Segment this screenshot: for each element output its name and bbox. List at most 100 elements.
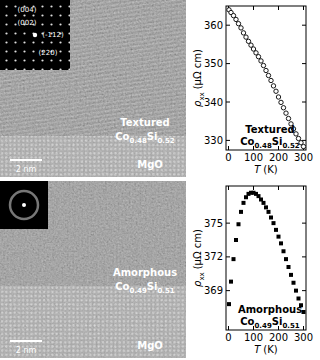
point [237, 222, 241, 226]
fft-center [33, 33, 37, 37]
point [256, 54, 260, 58]
element: Si [147, 281, 158, 292]
unit: (μΩ cm) [192, 49, 203, 89]
substrate-label: MgO [137, 340, 163, 351]
x-axis-label: T(K) [254, 164, 278, 175]
fft-center [22, 203, 26, 207]
unit: (μΩ cm) [192, 229, 203, 269]
point [239, 210, 243, 214]
x-tick [303, 326, 304, 330]
reset: ​ [299, 324, 300, 325]
fft-label: (002) [18, 19, 37, 27]
point [234, 17, 238, 21]
y-tick [302, 25, 306, 26]
element: Si [272, 136, 283, 147]
point [271, 84, 275, 88]
point [267, 210, 271, 214]
y-tick [302, 256, 306, 257]
point [264, 205, 268, 209]
substrate-noise [0, 286, 186, 358]
y-tick [226, 290, 230, 291]
unit: (K) [263, 164, 277, 175]
point [259, 59, 263, 63]
formula: Co0.49​Si0.51​ [115, 281, 175, 295]
point [262, 201, 266, 205]
y-tick-label: 340 [204, 97, 223, 108]
fft-label: (220) [39, 49, 58, 57]
reset: ​ [299, 144, 300, 145]
point [297, 297, 301, 301]
element: Co [240, 136, 254, 147]
y-axis-label: ρxx(μΩ cm) [192, 49, 206, 107]
x-tick [278, 186, 279, 190]
point [234, 238, 238, 242]
element: Si [272, 316, 283, 327]
y-tick [226, 25, 230, 26]
scale-bar-label: 2 nm [16, 165, 37, 174]
y-tick [302, 102, 306, 103]
fraction: 0.52 [157, 137, 174, 145]
y-tick-label: 375 [204, 218, 223, 229]
data-points [227, 8, 306, 149]
x-tick [303, 6, 304, 10]
point [229, 280, 233, 284]
element: Co [115, 281, 129, 292]
x-axis-label: T(K) [254, 344, 278, 355]
fraction: 0.51 [157, 287, 174, 295]
y-tick [226, 102, 230, 103]
film-region [0, 0, 186, 136]
point [286, 116, 290, 120]
point [239, 26, 243, 30]
point [274, 89, 278, 93]
x-tick [228, 146, 229, 150]
subscript: xx [198, 272, 206, 280]
y-tick [226, 223, 230, 224]
point [274, 228, 278, 232]
y-tick-label: 372 [204, 251, 223, 262]
formula: Co0.48​Si0.52​ [240, 136, 300, 150]
point [282, 249, 286, 253]
fraction: 0.51 [282, 322, 299, 330]
point [236, 21, 240, 25]
point [284, 257, 288, 261]
film-label: Textured [120, 117, 170, 128]
reset: ​ [174, 139, 175, 140]
plot-frame [226, 6, 306, 150]
annotation: Amorphous [238, 304, 302, 315]
fraction: 0.49 [130, 287, 147, 295]
y-tick-label: 369 [204, 285, 223, 296]
tem-panel: AmorphousCo0.49​Si0.51​MgO2 nm [0, 181, 186, 358]
unit: (K) [263, 344, 277, 355]
point [279, 241, 283, 245]
point [241, 31, 245, 35]
point [269, 216, 273, 220]
point [261, 63, 265, 67]
point [269, 78, 273, 82]
point [287, 265, 291, 269]
symbol: T [254, 344, 261, 355]
x-tick-label: 0 [225, 332, 231, 343]
y-tick [302, 63, 306, 64]
formula: Co0.49​Si0.51​ [240, 316, 300, 330]
symbol: T [254, 164, 261, 175]
x-tick [253, 6, 254, 10]
film-region [0, 181, 186, 286]
x-tick [303, 186, 304, 190]
element: Si [147, 131, 158, 142]
reset: ​ [174, 289, 175, 290]
fraction: 0.52 [282, 142, 299, 150]
fft-inset [0, 0, 70, 70]
scale-bar [10, 159, 42, 161]
x-tick-label: 0 [225, 152, 231, 163]
x-tick-label: 300 [294, 332, 313, 343]
y-tick-label: 330 [204, 135, 223, 146]
film-noise [0, 0, 186, 136]
data-points [227, 191, 306, 314]
x-tick-label: 300 [294, 152, 313, 163]
scale-bar-label: 2 nm [16, 346, 37, 355]
fft-label: (004) [18, 6, 37, 14]
y-axis-label: ρxx(μΩ cm) [192, 229, 206, 287]
scale-bar [10, 340, 42, 342]
point [294, 289, 298, 293]
chart: 0100200300330340350360T(K)ρxx(μΩ cm)Text… [192, 6, 313, 175]
